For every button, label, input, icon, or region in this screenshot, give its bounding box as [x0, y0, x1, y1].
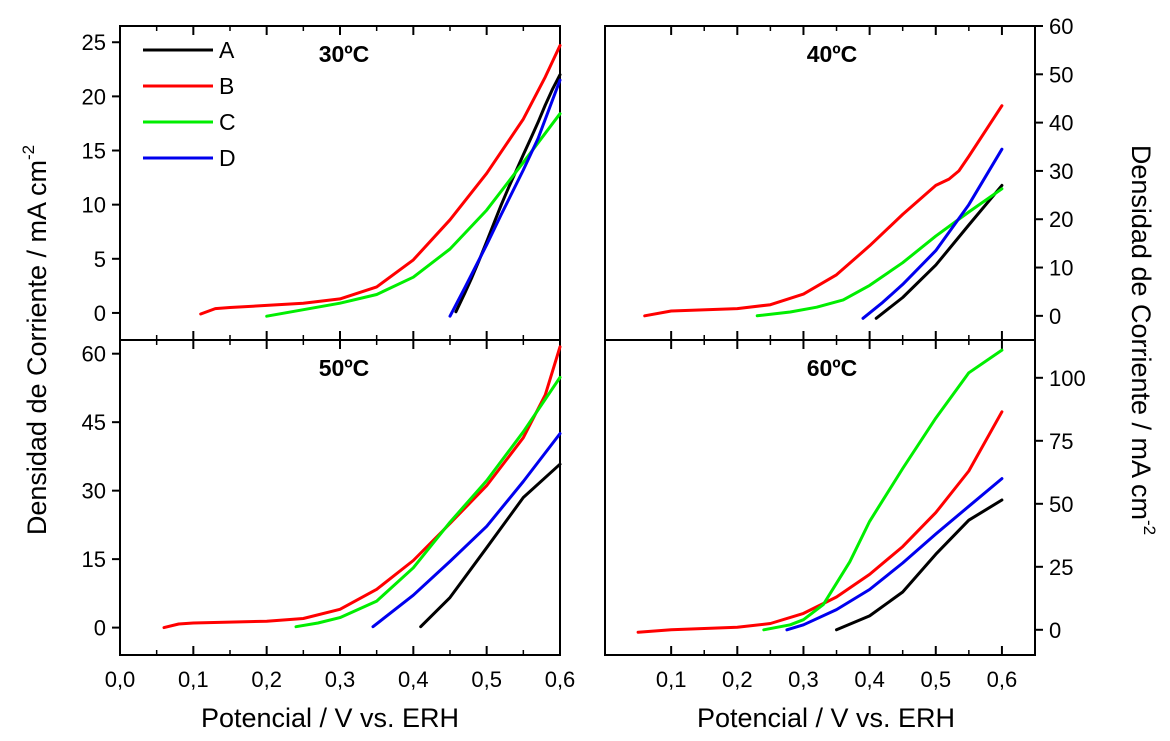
x-tick-label: 0,0	[105, 667, 136, 692]
y-axis-label-right-group: Densidad de Corriente / mA cm-2	[1126, 145, 1159, 535]
x-tick-label: 0,5	[920, 667, 951, 692]
series-line-d	[448, 78, 562, 318]
y-axis-label-right-superscript: -2	[1140, 520, 1159, 535]
x-tick-label: 0,3	[788, 667, 819, 692]
y-tick-label: 15	[82, 547, 106, 572]
y-axis-label-left-text: Densidad de Corriente / mA cm	[22, 160, 52, 535]
series-line-b	[199, 44, 562, 316]
series-line-d	[371, 432, 562, 629]
x-axis-label-right: Potencial / V vs. ERH	[697, 703, 955, 733]
y-tick-label: 0	[94, 616, 106, 641]
y-tick-label: 45	[82, 410, 106, 435]
series-line-b	[643, 104, 1004, 318]
x-tick-label: 0,1	[656, 667, 687, 692]
y-tick-label: 30	[82, 479, 106, 504]
series-line-b	[636, 410, 1004, 634]
panel-30c: 0 5 10 15 20 25 30ºC	[82, 25, 562, 341]
x-tick-label: 0,6	[987, 667, 1018, 692]
x-axis-label-left: Potencial / V vs. ERH	[201, 703, 459, 733]
x-tick-label: 0,4	[854, 667, 885, 692]
series-line-a	[874, 183, 1004, 320]
x-tick-label: 0,1	[178, 667, 209, 692]
series-line-c	[762, 348, 1004, 632]
y-tick-label: 75	[1049, 429, 1073, 454]
series-line-b	[162, 345, 562, 630]
y-axis-label-right: Densidad de Corriente / mA cm-2	[1126, 145, 1159, 535]
series-line-a	[419, 462, 562, 629]
y-tick-label: 10	[82, 193, 106, 218]
y-tick-label: 30	[1049, 159, 1073, 184]
x-tick-label: 0,6	[545, 667, 576, 692]
panel-title: 30ºC	[319, 41, 370, 67]
y-tick-label: 25	[1049, 555, 1073, 580]
y-tick-label: 50	[1049, 62, 1073, 87]
series-line-c	[265, 112, 562, 318]
panel-frame	[604, 25, 1036, 341]
legend-label-b: B	[219, 73, 234, 99]
y-tick-label: 50	[1049, 492, 1073, 517]
y-tick-label: 100	[1049, 366, 1086, 391]
panel-frame	[119, 25, 561, 341]
panel-title: 50ºC	[319, 355, 370, 381]
y-tick-label: 40	[1049, 111, 1073, 136]
legend-label-c: C	[219, 109, 236, 135]
y-tick-label: 0	[1049, 304, 1061, 329]
x-tick-label: 0,2	[722, 667, 753, 692]
x-tick-label: 0,5	[471, 667, 502, 692]
x-tick-label: 0,2	[251, 667, 282, 692]
y-tick-label: 25	[82, 30, 106, 55]
y-tick-label: 10	[1049, 256, 1073, 281]
series-line-a	[835, 498, 1004, 632]
series-line-c	[294, 375, 562, 629]
y-tick-label: 20	[1049, 207, 1073, 232]
y-axis-label-right-text: Densidad de Corriente / mA cm	[1126, 145, 1156, 520]
y-tick-label: 60	[1049, 14, 1073, 39]
series-line-d	[785, 477, 1004, 632]
y-tick-label: 60	[82, 342, 106, 367]
panel-title: 60ºC	[807, 355, 858, 381]
panels-layer: 0 5 10 15 20 25 30ºC 0 10 20 30 40 50 60 40ºC 0,0 0,1 0,2…	[82, 14, 1086, 692]
legend-label-d: D	[219, 145, 236, 171]
x-tick-label: 0,3	[325, 667, 356, 692]
panel-60c: 0,1 0,2 0,3 0,4 0,5 0,6 0 25 50 75 100 60ºC	[604, 339, 1086, 692]
y-tick-label: 0	[1049, 618, 1061, 643]
panel-frame	[604, 339, 1036, 656]
y-tick-label: 20	[82, 84, 106, 109]
panel-title: 40ºC	[807, 41, 858, 67]
panel-40c: 0 10 20 30 40 50 60 40ºC	[604, 14, 1073, 341]
y-tick-label: 15	[82, 139, 106, 164]
x-tick-label: 0,4	[398, 667, 429, 692]
y-axis-label-left: Densidad de Corriente / mA cm-2	[19, 145, 52, 535]
panel-50c: 0,0 0,1 0,2 0,3 0,4 0,5 0,6 0 15 30 45 60 50ºC	[82, 339, 576, 692]
y-tick-label: 5	[94, 247, 106, 272]
legend-label-a: A	[219, 37, 235, 63]
series-line-d	[861, 147, 1004, 320]
y-tick-label: 0	[94, 301, 106, 326]
y-axis-label-left-group: Densidad de Corriente / mA cm-2	[19, 145, 52, 535]
y-axis-label-left-superscript: -2	[19, 145, 38, 160]
